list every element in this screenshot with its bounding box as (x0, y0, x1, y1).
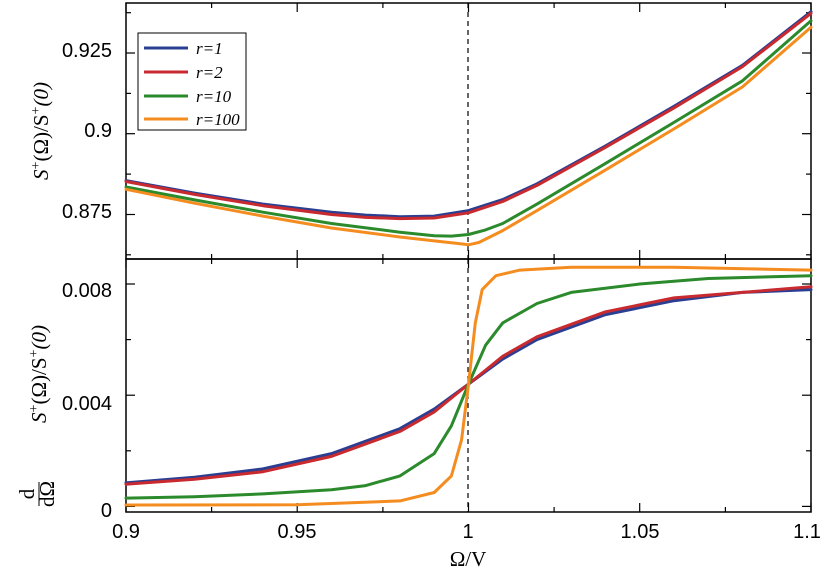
top-ytick-label-0: 0.875 (62, 201, 112, 223)
top-y-axis-title: S+(Ω)/S+(0) (29, 82, 53, 180)
bottom-ytick-label-0: 0 (101, 500, 112, 522)
xtick-label-0: 0.9 (112, 521, 140, 543)
x-axis-title: Ω/V (450, 547, 487, 571)
top-series-group (124, 10, 813, 247)
bottom-y-axis-frac-top: d (15, 488, 39, 499)
xtick-label-3: 1.05 (621, 521, 660, 543)
top-ytick-label-1: 0.9 (84, 120, 112, 142)
bottom-y-axis-title-text: S+(Ω)/S+(0) (27, 325, 51, 423)
legend-label-r1: r=1 (196, 39, 223, 58)
bottom-ytick-label-2: 0.008 (62, 280, 112, 302)
bottom-series-group (124, 265, 813, 507)
top-ytick-label-2: 0.925 (62, 40, 112, 62)
xtick-label-4: 1.1 (793, 521, 821, 543)
bottom-series-line-r100 (124, 265, 813, 507)
top-series-line-r100 (124, 25, 813, 247)
legend-label-r2: r=2 (196, 63, 223, 82)
legend-label-r10: r=10 (196, 87, 232, 106)
top-axis-ticks (125, 3, 812, 259)
xtick-label-2: 1 (462, 521, 473, 543)
legend: r=1 r=2 r=10 r=100 (137, 32, 247, 131)
top-series-line-r10 (124, 19, 813, 238)
xtick-label-1: 0.95 (278, 521, 317, 543)
top-series-line-r2 (124, 11, 813, 221)
bottom-y-axis-title: d dΩ S+(Ω)/S+(0) (15, 325, 59, 507)
bottom-y-axis-frac-bottom: dΩ (35, 481, 59, 507)
legend-label-r100: r=100 (196, 110, 240, 129)
bottom-ytick-label-1: 0.004 (62, 393, 112, 415)
bottom-series-line-r10 (124, 274, 813, 500)
